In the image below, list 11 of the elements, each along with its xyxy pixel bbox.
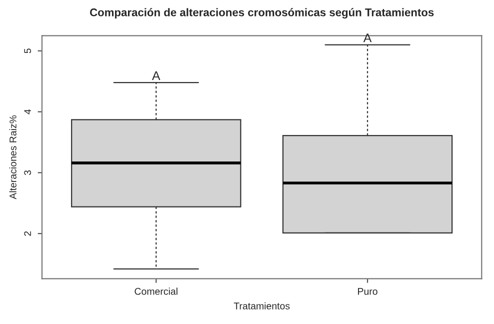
annotation: A [363,34,372,42]
y-tick-label: 2 [24,231,31,236]
y-tick-label: 4 [24,109,31,114]
annotation: A [152,71,160,80]
y-tick-label: 5 [24,48,32,54]
x-tick-label: Puro [358,288,378,295]
y-axis-title: Alteraciones Raiz% [9,115,16,200]
x-tick-label: Comercial [134,288,178,295]
chart-title: Comparación de alteraciones cromosómicas según Tratamientos [90,8,434,19]
x-axis-title: Tratamientos [234,302,290,310]
y-tick-label: 3 [24,170,32,176]
